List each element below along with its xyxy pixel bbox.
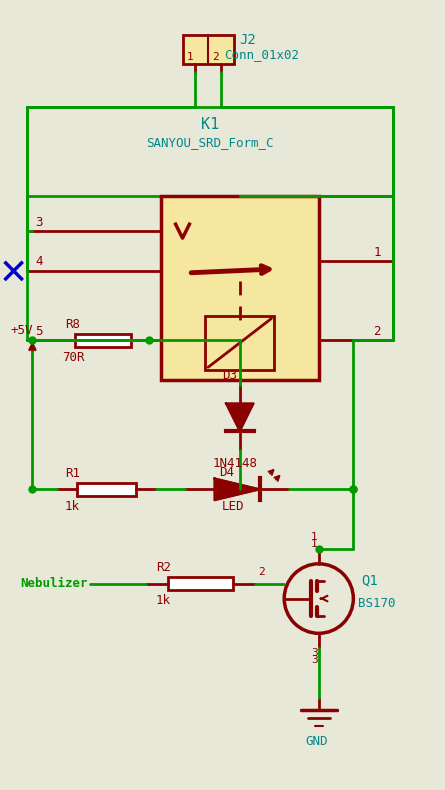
Text: D4: D4 [219,466,234,479]
Text: 1: 1 [186,52,193,62]
Text: K1: K1 [201,118,219,133]
Text: 2: 2 [373,325,380,338]
Text: +5V: +5V [11,324,33,337]
Text: 1k: 1k [156,594,171,607]
Bar [168,577,233,590]
Text: LED: LED [222,500,244,513]
Text: 5: 5 [35,325,43,338]
Bar [205,315,275,371]
Text: R8: R8 [65,318,80,331]
Polygon shape [214,479,260,500]
Text: 3: 3 [35,216,43,229]
Text: J2: J2 [239,32,255,47]
Polygon shape [226,404,254,431]
Text: 1: 1 [373,246,380,258]
Bar [76,334,130,347]
Text: Conn_01x02: Conn_01x02 [224,48,299,61]
Bar [161,197,319,380]
Text: R1: R1 [65,467,80,480]
Text: GND: GND [305,735,328,748]
Text: 1: 1 [311,539,318,549]
Text: 3: 3 [311,655,318,665]
Text: Nebulizer: Nebulizer [20,577,88,590]
Text: 1: 1 [311,532,318,542]
Bar [182,35,234,64]
Text: Q1: Q1 [361,574,378,588]
Text: R2: R2 [156,561,171,574]
Text: 3: 3 [311,648,318,658]
Text: 2: 2 [212,52,219,62]
Text: 2: 2 [259,566,265,577]
Text: 4: 4 [35,255,43,269]
Text: 1N4148: 1N4148 [212,457,257,470]
Text: D3: D3 [222,369,237,382]
Text: BS170: BS170 [358,597,396,610]
Text: 70R: 70R [62,351,85,363]
Bar [28,107,393,197]
Text: 1k: 1k [65,500,80,513]
Text: SANYOU_SRD_Form_C: SANYOU_SRD_Form_C [146,137,274,149]
Bar [77,483,136,496]
